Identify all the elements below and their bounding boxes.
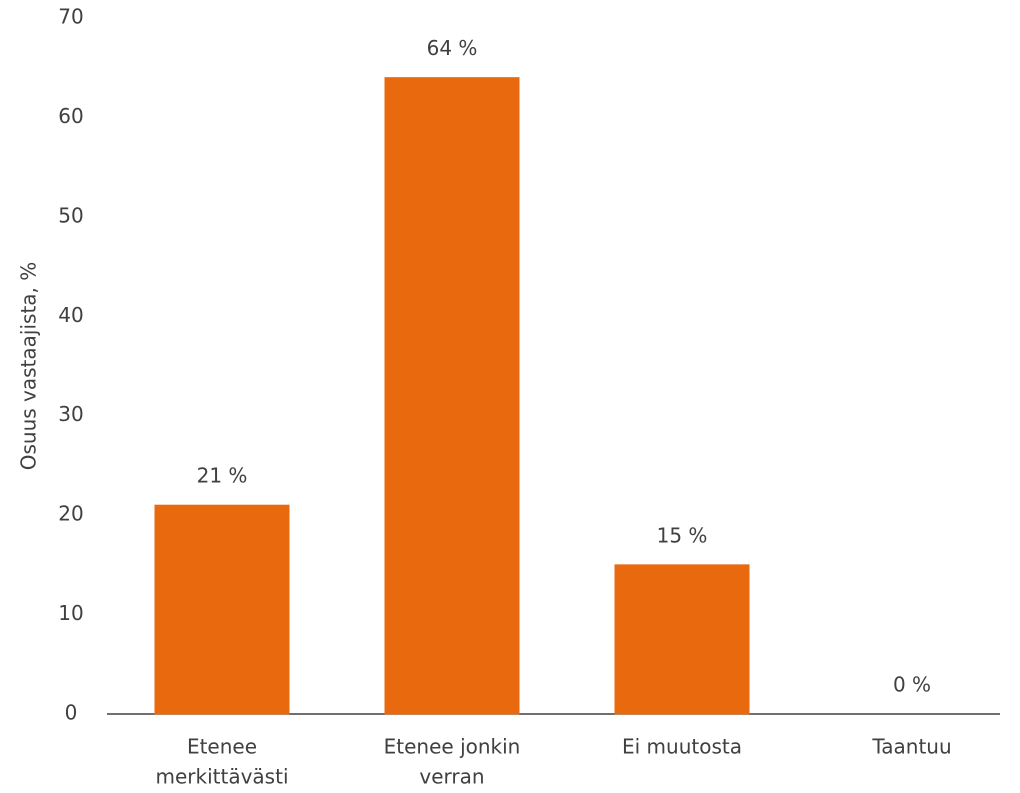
- x-tick-label: Ei muutosta: [622, 735, 742, 759]
- y-tick-label: 10: [58, 601, 83, 625]
- value-label: 15 %: [657, 523, 708, 547]
- y-tick-label: 60: [58, 104, 83, 128]
- x-tick-label: verran: [419, 765, 484, 789]
- x-tick-label: Taantuu: [871, 735, 951, 759]
- x-tick-label: merkittävästi: [156, 765, 289, 789]
- bar: [384, 77, 520, 715]
- y-axis-label: Osuus vastaajista, %: [17, 262, 41, 471]
- value-label: 64 %: [427, 36, 478, 60]
- bar: [614, 564, 750, 715]
- x-tick-label: Etenee: [187, 735, 257, 759]
- y-tick-label: 40: [58, 303, 83, 327]
- value-label: 21 %: [197, 464, 248, 488]
- y-tick-label: 20: [58, 502, 83, 526]
- bar: [154, 504, 290, 715]
- x-tick-label: Etenee jonkin: [384, 735, 521, 759]
- value-label: 0 %: [893, 673, 931, 697]
- y-tick-label: 30: [58, 402, 83, 426]
- y-tick-label: 0: [65, 701, 78, 725]
- y-tick-label: 70: [58, 5, 83, 29]
- y-tick-label: 50: [58, 203, 83, 227]
